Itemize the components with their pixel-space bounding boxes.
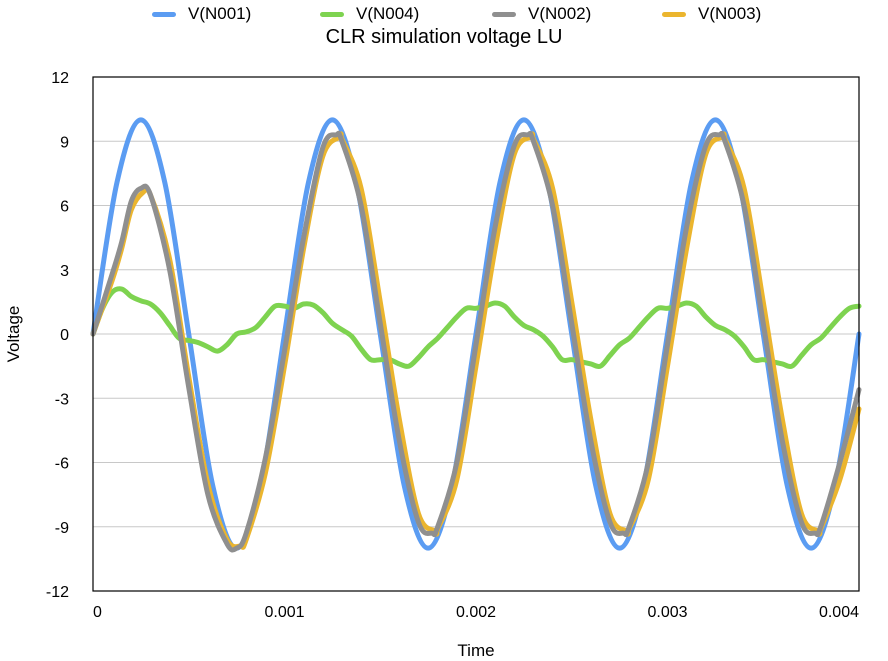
legend-swatch-v-n004 — [320, 11, 344, 17]
legend-swatch-v-n001 — [152, 11, 176, 17]
y-tick-label: -9 — [55, 520, 69, 537]
legend-swatch-v-n002 — [492, 11, 516, 17]
x-tick-label: 0.003 — [647, 604, 687, 621]
legend-label-v-n003: V(N003) — [698, 4, 762, 23]
chart-title: CLR simulation voltage LU — [325, 26, 563, 48]
series-line-v-n004 — [90, 286, 862, 369]
y-axis-title: Voltage — [4, 306, 23, 363]
legend-item-v-n003[interactable]: V(N003) — [662, 2, 761, 26]
series-line-v-n002 — [90, 130, 862, 553]
x-tick-label: 0.002 — [456, 604, 496, 621]
legend-label-v-n002: V(N002) — [528, 4, 592, 23]
plot-frame — [92, 76, 860, 592]
x-tick-labels: 0 0.001 0.002 0.003 0.004 — [93, 604, 859, 621]
y-tick-label: -12 — [46, 584, 69, 601]
legend: V(N001) V(N004) V(N002) V(N003) — [0, 2, 888, 26]
x-axis-title: Time — [457, 641, 494, 660]
legend-swatch-v-n003 — [662, 11, 686, 17]
legend-item-v-n002[interactable]: V(N002) — [492, 2, 591, 26]
legend-item-v-n004[interactable]: V(N004) — [320, 2, 419, 26]
legend-label-v-n004: V(N004) — [356, 4, 420, 23]
legend-item-v-n001[interactable]: V(N001) — [152, 2, 251, 26]
x-tick-label: 0.001 — [264, 604, 304, 621]
y-tick-label: 9 — [60, 134, 69, 151]
y-tick-label: 6 — [60, 199, 69, 216]
y-tick-label: 0 — [60, 327, 69, 344]
legend-label-v-n001: V(N001) — [188, 4, 252, 23]
x-tick-label: 0 — [93, 604, 102, 621]
series-lines — [90, 117, 862, 553]
y-tick-label: -3 — [55, 391, 69, 408]
y-tick-labels: 12 9 6 3 0 -3 -6 -9 -12 — [46, 70, 69, 601]
y-tick-label: 12 — [51, 70, 69, 87]
y-tick-label: 3 — [60, 263, 69, 280]
x-tick-label: 0.004 — [819, 604, 859, 621]
y-tick-label: -6 — [55, 456, 69, 473]
